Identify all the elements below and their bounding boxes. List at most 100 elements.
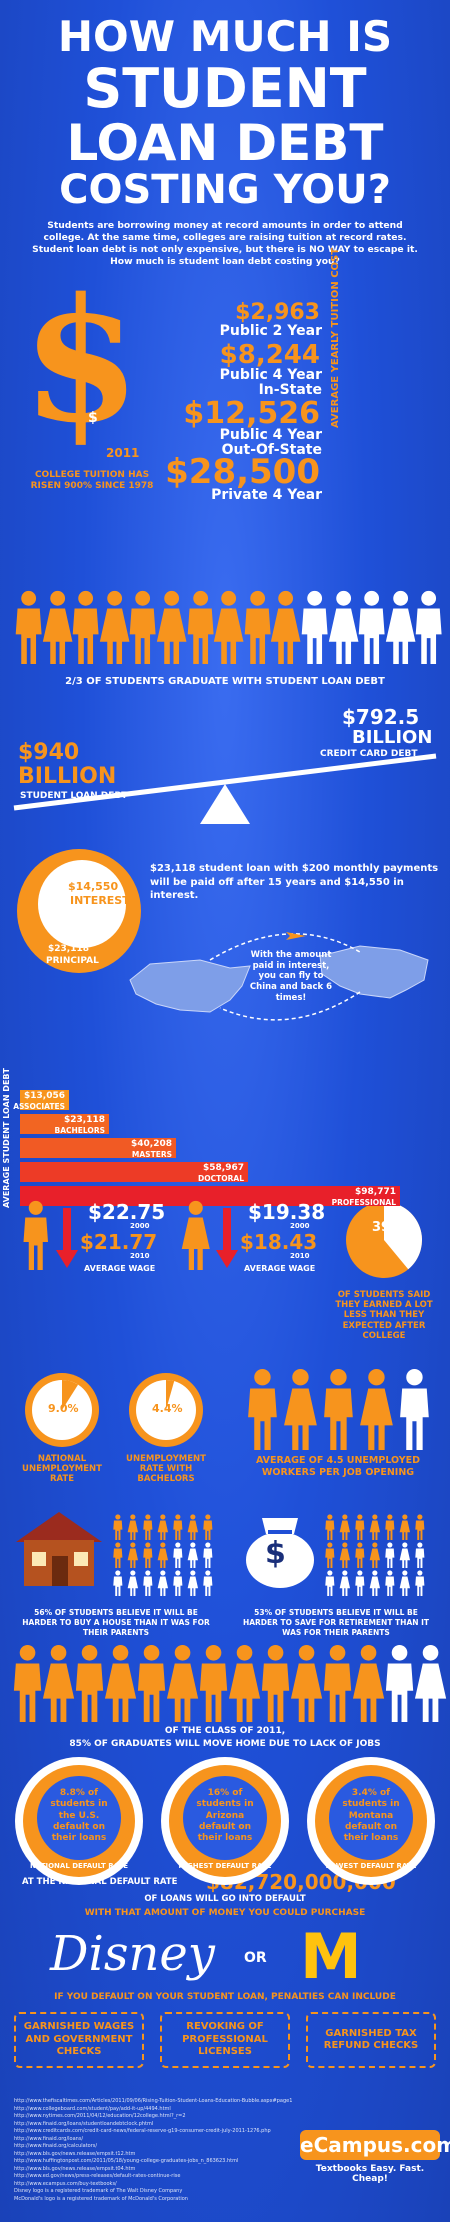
interest-pie	[17, 849, 141, 973]
usa-shape	[129, 959, 251, 1013]
title-line-4: COSTING YOU?	[59, 167, 391, 213]
source-line: http://www.nytimes.com/2011/04/12/educat…	[14, 2113, 186, 2119]
default-rate-ring-label: NATIONAL DEFAULT RATE	[29, 1862, 129, 1870]
money-person-icon	[369, 1514, 381, 1540]
unemployed-worker-icon	[324, 1369, 353, 1450]
house-person-icon	[157, 1514, 169, 1540]
unemployment-text: NATIONAL UNEMPLOYMENT RATE	[22, 1454, 102, 1485]
house-person-icon	[173, 1514, 183, 1540]
penalty-box-3: GARNISHED TAX REFUND CHECKS	[306, 2012, 436, 2068]
principal-label: PRINCIPAL	[46, 956, 99, 966]
graduate-person-icon	[244, 590, 271, 664]
degree-bar-label: MASTERS	[131, 1150, 172, 1159]
unemployed-worker-icon	[360, 1369, 393, 1450]
unemployed-worker-icon	[248, 1369, 277, 1450]
move-home-person-icon	[75, 1644, 104, 1722]
wage-2000-year: 2000	[290, 1222, 310, 1230]
moneybag-dollar: $	[265, 1536, 286, 1571]
dollar-sign-graphic: $	[22, 261, 141, 461]
source-line: McDonald's logo is a registered trademar…	[14, 2195, 188, 2202]
mcdonalds-logo: M	[300, 1920, 362, 1993]
disney-logo: Disney	[50, 1926, 215, 1982]
default-rate-ring-3	[307, 1757, 435, 1885]
default-rate-ring-1	[15, 1757, 143, 1885]
china-shape	[319, 945, 429, 999]
penalty-intro: IF YOU DEFAULT ON YOUR STUDENT LOAN, PEN…	[54, 1992, 396, 2002]
title-line-2: STUDENT	[83, 57, 367, 120]
house-text: 56% OF STUDENTS BELIEVE IT WILL BE HARDE…	[22, 1608, 210, 1638]
cost-label-3: Public 4 Year Out-Of-State	[219, 427, 322, 458]
fly-text: With the amount paid in interest, you ca…	[249, 950, 333, 1003]
degree-side-label: AVERAGE STUDENT LOAN DEBT	[2, 1068, 11, 1208]
costs-side-label: AVERAGE YEARLY TUITION COST	[330, 247, 341, 428]
money-person-icon	[355, 1542, 365, 1568]
move-home-person-icon	[104, 1644, 137, 1722]
house-person-icon	[203, 1570, 213, 1596]
money-person-icon	[385, 1542, 395, 1568]
degree-bar-masters: $40,208 MASTERS	[20, 1138, 176, 1159]
or-text: OR	[244, 1950, 267, 1966]
source-line: http://www.finaid.org/loans/studentloand…	[14, 2120, 154, 2127]
degree-bar-value: $40,208	[131, 1139, 172, 1149]
money-person-icon	[399, 1570, 411, 1596]
house-person-icon	[127, 1514, 139, 1540]
intro-paragraph: Students are borrowing money at record a…	[32, 220, 418, 267]
penalty-box-2: REVOKING OF PROFESSIONAL LICENSES	[160, 2012, 290, 2068]
graduate-person-icon	[214, 590, 244, 664]
source-line: http://www.collegeboard.com/student/pay/…	[14, 2105, 171, 2112]
plane-icon	[286, 932, 306, 940]
money-person-icon	[415, 1570, 425, 1596]
source-line: http://www.creditcards.com/credit-card-n…	[14, 2128, 271, 2134]
degree-bar-doctoral: $58,967 DOCTORAL	[20, 1162, 248, 1183]
money-person-icon	[399, 1514, 411, 1540]
default-rate-ring-label: LOWEST DEFAULT RATE	[325, 1862, 417, 1870]
money-person-icon	[325, 1542, 335, 1568]
move-home-person-icon	[414, 1644, 447, 1722]
unemployed-worker-icon	[284, 1369, 317, 1450]
default-rate-text: 8.8% of students in the U.S. default on …	[50, 1788, 108, 1843]
house-person-icon	[127, 1542, 139, 1568]
graduate-person-icon	[328, 590, 359, 664]
graduate-person-icon	[156, 590, 187, 664]
house-person-icon	[187, 1542, 199, 1568]
pie-slice	[166, 1380, 175, 1410]
unemployment-pie-2	[129, 1373, 203, 1447]
pie-39-value: 39%	[372, 1220, 404, 1235]
move-home-person-icon	[290, 1644, 323, 1722]
move-home-line-2: 85% OF GRADUATES WILL MOVE HOME DUE TO L…	[69, 1739, 381, 1749]
down-arrow-icon	[56, 1208, 78, 1268]
cost-amount-3: $12,526	[183, 396, 320, 431]
money-person-icon	[355, 1570, 365, 1596]
graduate-person-icon	[187, 590, 214, 664]
move-home-person-icon	[228, 1644, 261, 1722]
move-home-person-icon	[323, 1644, 352, 1722]
grad-caption: 2/3 OF STUDENTS GRADUATE WITH STUDENT LO…	[65, 676, 385, 687]
cost-amount-4: $28,500	[165, 452, 320, 492]
pie-slice	[384, 1202, 422, 1270]
house-person-icon	[187, 1514, 199, 1540]
tuition-rise-caption: COLLEGE TUITION HAS RISEN 900% SINCE 197…	[30, 470, 154, 491]
default-post: OF LOANS WILL GO INTO DEFAULT	[144, 1894, 306, 1904]
degree-bar-value: $23,118	[64, 1115, 105, 1125]
source-line: http://www.ed.gov/news/press-releases/de…	[14, 2173, 181, 2179]
cost-label-1: Public 2 Year	[219, 323, 322, 339]
source-line: http://www.bls.gov/news.release/empsit.t…	[14, 2150, 136, 2157]
wage-2010-amount: $18.43	[240, 1230, 318, 1254]
move-home-line-1: OF THE CLASS OF 2011,	[164, 1726, 286, 1736]
wage-label: AVERAGE WAGE	[244, 1264, 316, 1273]
degree-bar-value: $58,967	[203, 1163, 244, 1173]
credit-debt-unit: BILLION	[352, 727, 433, 748]
money-person-icon	[415, 1514, 425, 1540]
graduate-person-icon	[42, 590, 73, 664]
house-person-icon	[113, 1514, 123, 1540]
purchase-text: WITH THAT AMOUNT OF MONEY YOU COULD PURC…	[84, 1908, 366, 1918]
wage-person-icon	[181, 1200, 210, 1270]
cost-label-4: Private 4 Year	[211, 487, 322, 503]
money-person-icon	[415, 1542, 425, 1568]
source-line: http://www.thefiscaltimes.com/Articles/2…	[14, 2098, 293, 2104]
house-person-icon	[127, 1570, 139, 1596]
move-home-person-icon	[42, 1644, 75, 1722]
interest-text: $23,118 student loan with $200 monthly p…	[150, 863, 439, 901]
money-person-icon	[369, 1570, 381, 1596]
source-line: http://www.ecampus.com/buy-textbooks/	[14, 2180, 117, 2187]
